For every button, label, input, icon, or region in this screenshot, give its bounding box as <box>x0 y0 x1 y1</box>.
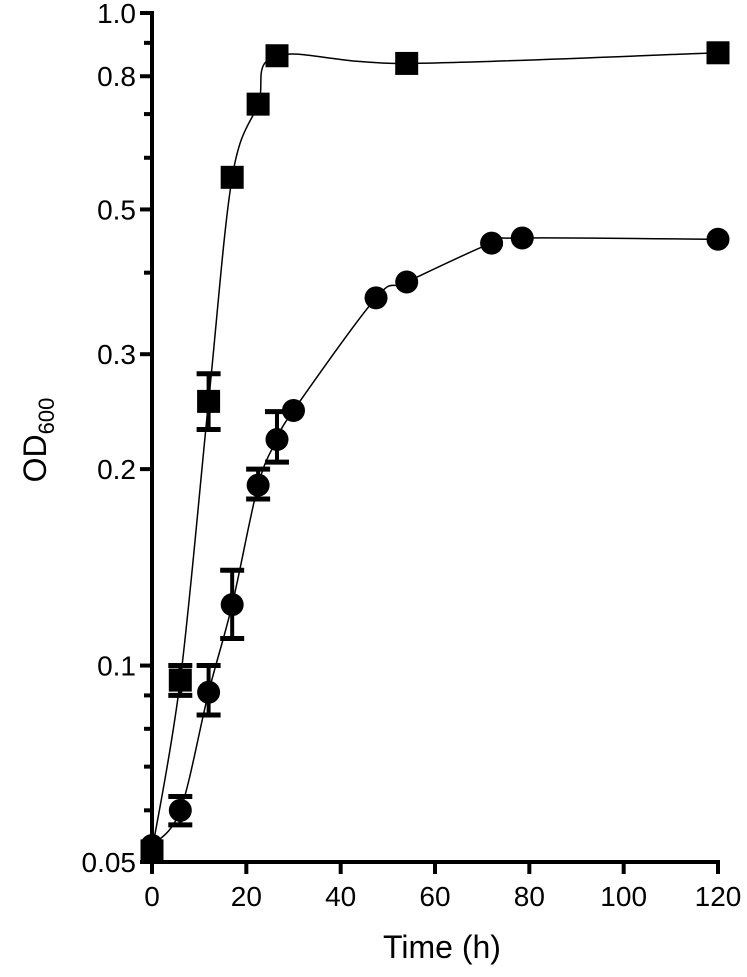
x-tick-label: 100 <box>600 881 647 912</box>
square-point <box>265 44 289 68</box>
y-tick-label: 0.1 <box>97 651 136 682</box>
y-tick-label: 0.05 <box>82 847 137 878</box>
data-points <box>140 41 730 863</box>
circle-point <box>706 227 730 251</box>
y-tick-label: 0.3 <box>97 339 136 370</box>
y-tick-label: 1.0 <box>97 0 136 29</box>
circle-point <box>510 226 534 250</box>
circle-point <box>197 680 221 704</box>
circle-point <box>220 593 244 617</box>
y-axis-label: OD600 <box>17 398 59 483</box>
circle-point <box>364 286 388 310</box>
square-point <box>706 41 730 65</box>
circle-point <box>140 833 164 857</box>
x-tick-label: 40 <box>325 881 356 912</box>
circle-point <box>246 473 270 497</box>
square-point <box>395 51 419 75</box>
x-tick-label: 120 <box>695 881 742 912</box>
fit-curve-circle <box>151 237 719 847</box>
x-tick-label: 20 <box>231 881 262 912</box>
x-axis-label: Time (h) <box>383 929 501 965</box>
y-tick-label: 0.8 <box>97 61 136 92</box>
square-point <box>168 668 192 692</box>
circle-point <box>265 428 289 452</box>
y-tick-label: 0.2 <box>97 454 136 485</box>
circle-point <box>168 798 192 822</box>
circle-point <box>395 270 419 294</box>
x-tick-label: 80 <box>514 881 545 912</box>
circle-point <box>282 398 305 422</box>
square-point <box>197 389 221 413</box>
axes: 0 20 40 60 80 100 120 0.05 0.1 0.2 0.3 0.5 0.8 1.0 <box>82 0 742 912</box>
x-tick-label: 60 <box>419 881 450 912</box>
square-point <box>246 92 270 116</box>
x-tick-label: 0 <box>144 881 160 912</box>
square-point <box>220 165 244 189</box>
circle-point <box>480 231 504 255</box>
y-tick-label: 0.5 <box>97 194 136 225</box>
